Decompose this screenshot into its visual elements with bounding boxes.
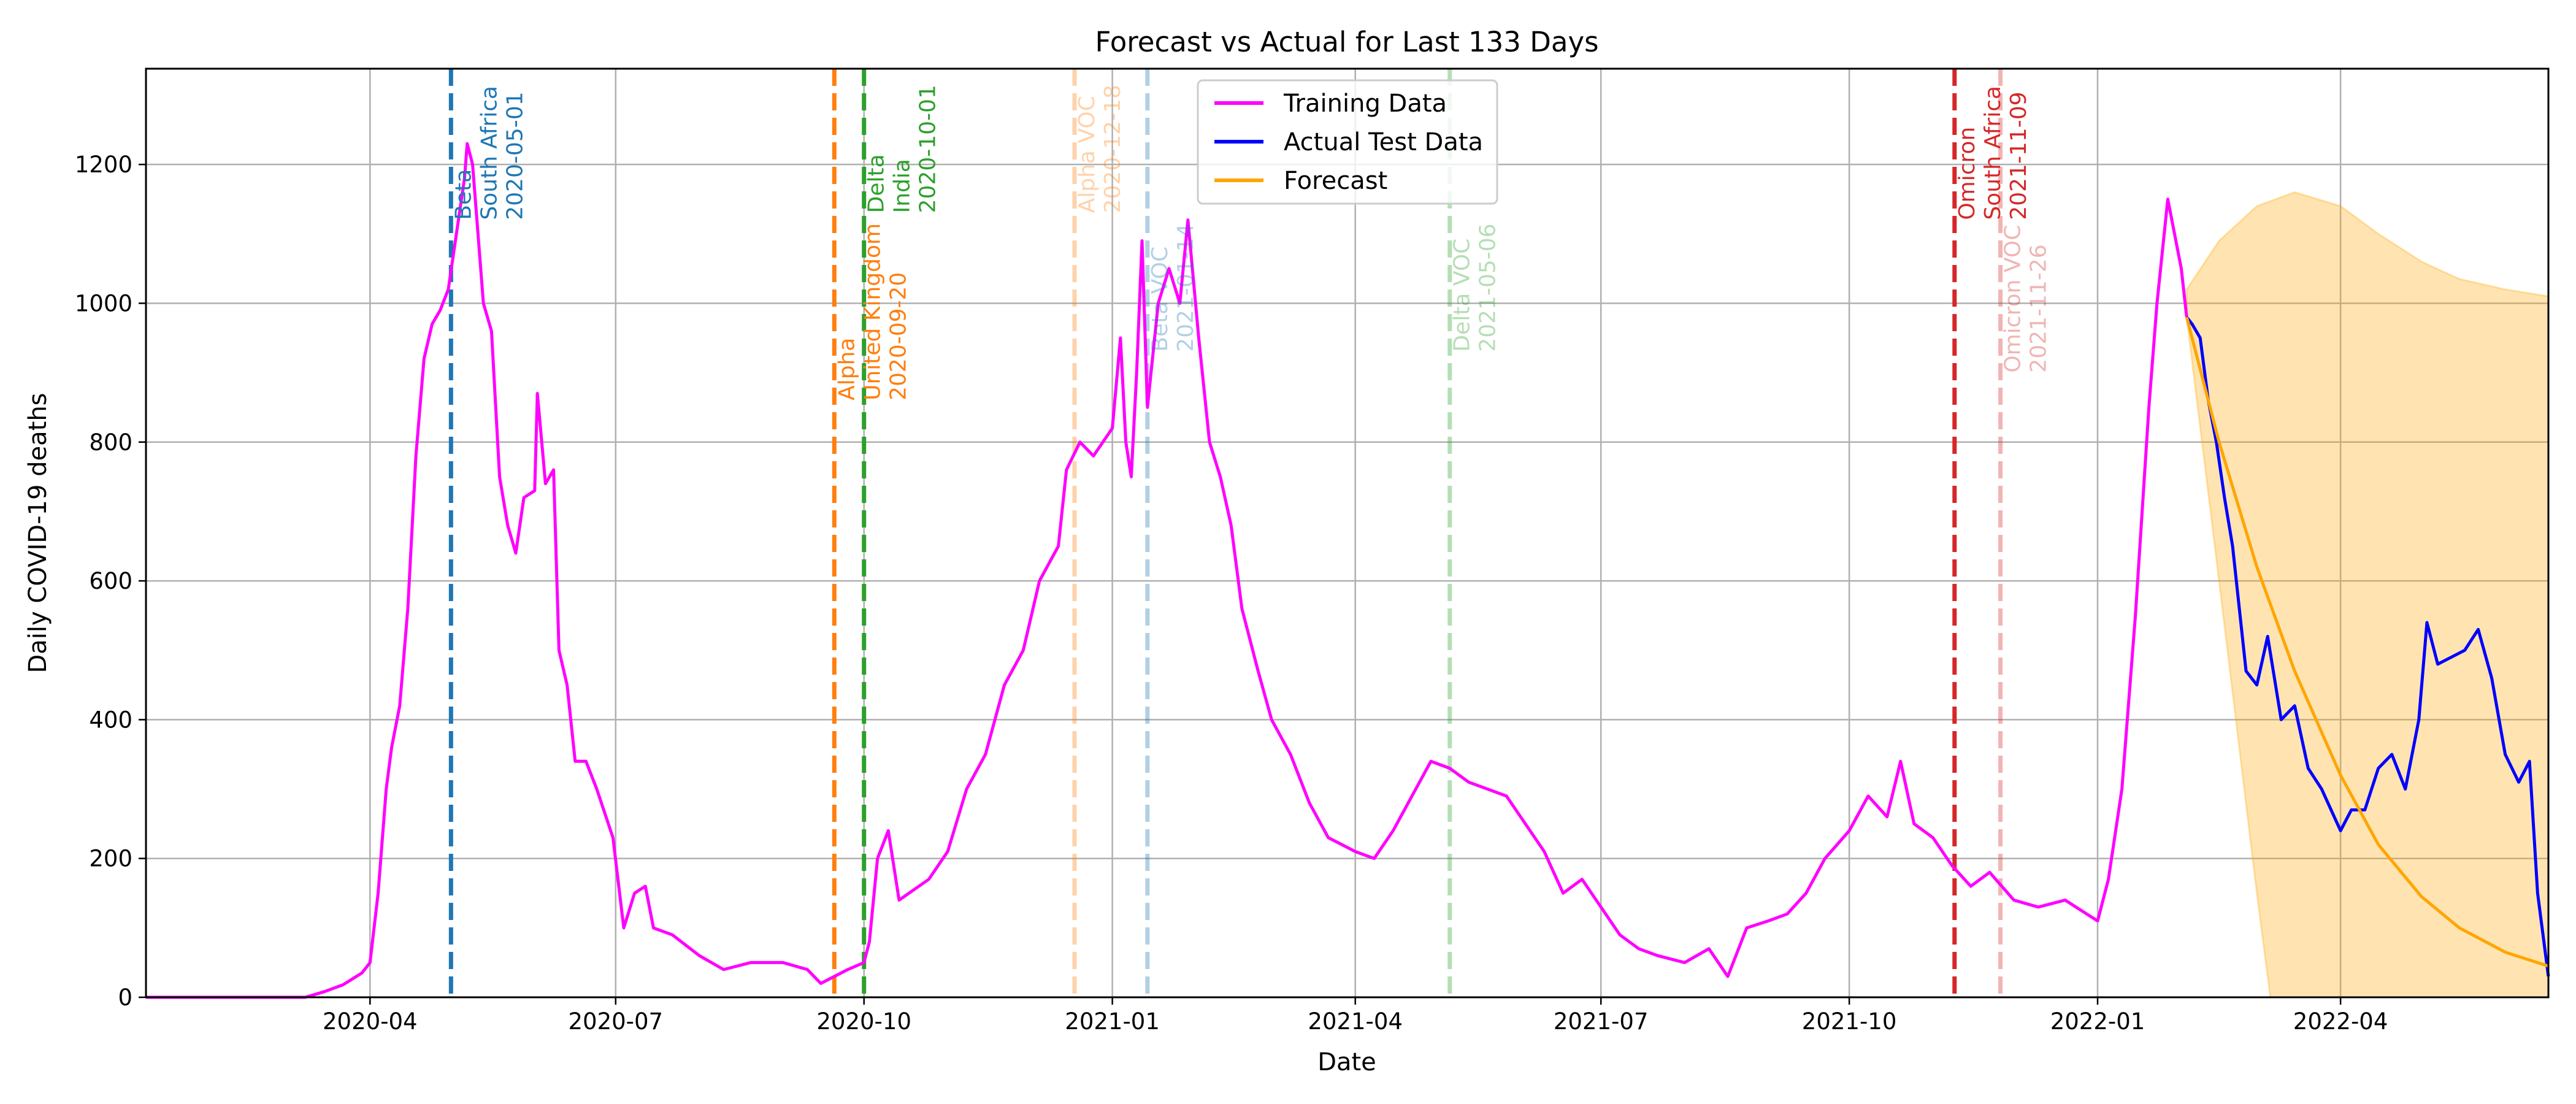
series-line-training-data (146, 142, 2188, 999)
x-tick-label: 2020-04 (323, 1008, 418, 1035)
series-layer (146, 142, 2550, 999)
x-axis-label: Date (1317, 1048, 1376, 1076)
variant-annotation-text: South Africa (1980, 86, 2006, 220)
x-tick-label: 2021-04 (1308, 1008, 1403, 1035)
variant-annotation-text: Beta VOC (1148, 247, 1173, 352)
legend-label: Actual Test Data (1284, 128, 1483, 156)
variant-annotation-text: 2021-11-09 (2006, 91, 2031, 220)
x-tick-label: 2021-10 (1802, 1008, 1897, 1035)
legend-label: Training Data (1283, 90, 1447, 118)
y-tick-label: 800 (89, 429, 132, 456)
x-tick-label: 2022-04 (2293, 1008, 2388, 1035)
x-tick-label: 2022-01 (2050, 1008, 2145, 1035)
variant-annotation-text: 2020-12-18 (1100, 85, 1125, 213)
y-tick-label: 0 (118, 984, 132, 1011)
legend-box (1197, 79, 1498, 205)
variant-annotation-text: 2020-10-01 (916, 85, 941, 213)
y-axis-label: Daily COVID-19 deaths (24, 393, 52, 673)
confidence-band-layer (2185, 191, 2550, 999)
variant-annotation-text: 2021-01-14 (1173, 223, 1198, 351)
variant-annotation-text: 2020-05-01 (502, 91, 527, 220)
y-tick-label: 1000 (75, 290, 132, 316)
variant-annotation-text: Delta VOC (1450, 239, 1475, 352)
x-tick-label: 2020-10 (816, 1008, 911, 1035)
variant-annotation-text: Omicron VOC (2001, 225, 2026, 373)
x-axis-ticks: 2020-04 2020-07 2020-10 2021-01 2021-04 2021-… (323, 997, 2388, 1035)
variant-annotation-text: Delta (864, 154, 889, 213)
plot-frame (145, 67, 2550, 999)
variant-annotation-text: India (890, 159, 915, 213)
variant-annotation-text: United Kingdom (860, 223, 885, 401)
y-tick-label: 200 (89, 846, 132, 872)
variant-lines (448, 69, 2003, 997)
y-axis-ticks: 0 200 400 600 800 1000 1200 (75, 151, 146, 1011)
variant-annotation-text: Alpha (834, 338, 859, 401)
variant-annotation-text: 2021-11-26 (2026, 244, 2052, 372)
y-tick-label: 1200 (75, 151, 132, 178)
variant-annotation-text: South Africa (477, 86, 502, 220)
variant-annotation-text: Omicron (1955, 127, 1980, 220)
variant-annotation-text: 2021-05-06 (1476, 223, 1501, 351)
variant-annotation-text: Alpha VOC (1075, 96, 1100, 213)
x-tick-label: 2021-01 (1065, 1008, 1160, 1035)
legend: Training Data Actual Test Data Forecast (1197, 79, 1498, 205)
series-line-forecast (2185, 316, 2549, 968)
forecast-confidence-band (2185, 191, 2550, 999)
y-tick-label: 600 (89, 568, 132, 594)
y-tick-label: 400 (89, 707, 132, 733)
legend-label: Forecast (1284, 167, 1387, 195)
variant-annotation-text: Beta (451, 169, 476, 220)
x-tick-label: 2020-07 (568, 1008, 663, 1035)
series-line-actual-test-data (2185, 316, 2550, 977)
variant-annotation-text: 2020-09-20 (886, 272, 911, 401)
chart-title: Forecast vs Actual for Last 133 Days (1095, 26, 1598, 58)
x-tick-label: 2021-07 (1554, 1008, 1649, 1035)
